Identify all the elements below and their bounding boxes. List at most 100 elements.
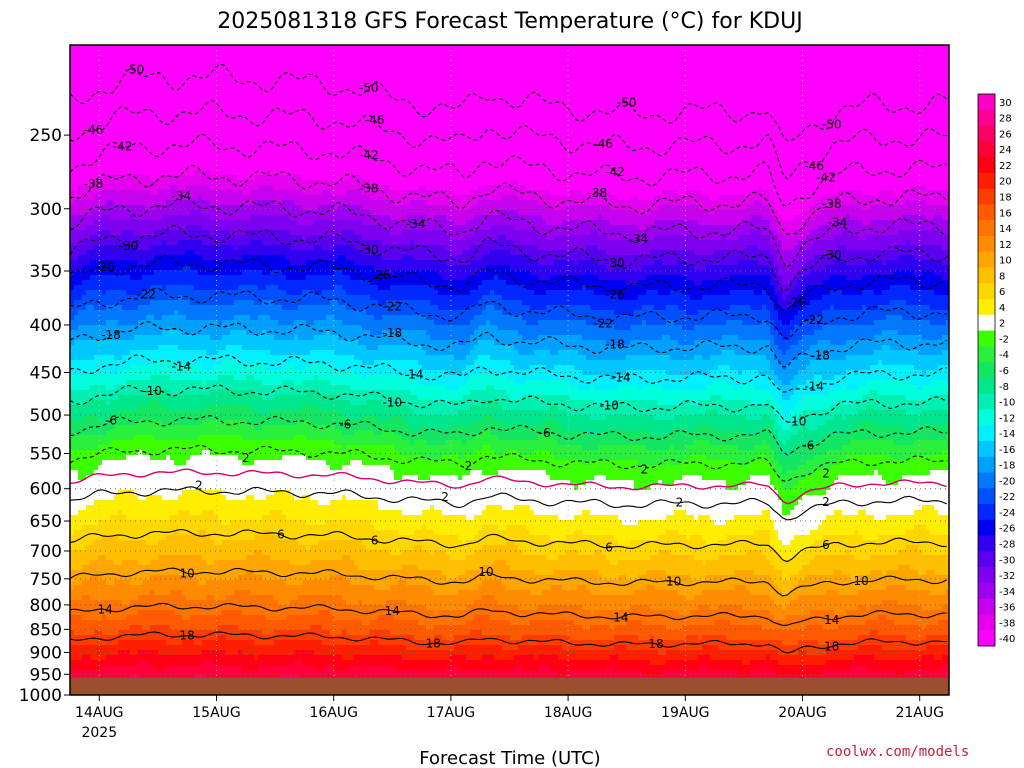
field-cell	[326, 205, 331, 221]
field-cell	[242, 420, 247, 441]
field-cell	[138, 250, 143, 266]
field-cell	[398, 270, 403, 286]
field-cell	[134, 455, 139, 496]
field-cell	[254, 190, 259, 201]
field-cell	[614, 360, 619, 376]
field-cell	[646, 660, 651, 676]
field-cell	[642, 230, 647, 241]
field-cell	[434, 445, 439, 461]
field-cell	[102, 325, 107, 341]
field-cell	[114, 620, 119, 636]
field-cell	[534, 425, 539, 441]
field-cell	[414, 515, 419, 531]
field-cell	[310, 260, 315, 276]
field-cell	[578, 415, 583, 431]
field-cell	[182, 315, 187, 336]
field-cell	[246, 270, 251, 286]
field-cell	[398, 580, 403, 601]
field-cell	[498, 470, 503, 506]
field-cell	[386, 530, 391, 551]
field-cell	[434, 230, 439, 246]
field-cell	[170, 245, 175, 256]
field-cell	[450, 280, 455, 296]
field-cell	[114, 565, 119, 581]
field-cell	[586, 570, 591, 591]
field-cell	[602, 430, 607, 446]
field-cell	[586, 325, 591, 341]
field-cell	[382, 510, 387, 531]
field-cell	[486, 355, 491, 376]
field-cell	[314, 500, 319, 526]
field-cell	[418, 185, 423, 201]
field-cell	[282, 620, 287, 631]
field-cell	[334, 655, 339, 671]
field-cell	[458, 385, 463, 401]
field-cell	[482, 240, 487, 256]
field-cell	[114, 190, 119, 206]
field-cell	[398, 330, 403, 346]
field-cell	[114, 340, 119, 361]
field-cell	[526, 555, 531, 571]
field-cell	[514, 525, 519, 546]
field-cell	[486, 445, 491, 476]
field-cell	[262, 460, 267, 501]
field-cell	[418, 415, 423, 431]
field-cell	[366, 280, 371, 296]
field-cell	[298, 640, 303, 651]
field-cell	[546, 385, 551, 396]
field-cell	[198, 645, 203, 656]
field-cell	[478, 600, 483, 616]
field-cell	[186, 395, 191, 411]
field-cell	[630, 325, 635, 341]
field-cell	[126, 490, 131, 521]
field-cell	[670, 320, 675, 341]
field-cell	[662, 450, 667, 466]
field-cell	[594, 205, 599, 221]
field-cell	[430, 190, 435, 206]
field-cell	[422, 550, 427, 571]
field-cell	[366, 430, 371, 446]
field-cell	[510, 450, 515, 471]
field-cell	[174, 175, 179, 186]
field-cell	[210, 405, 215, 421]
field-cell	[490, 200, 495, 216]
field-cell	[290, 280, 295, 296]
field-cell	[498, 660, 503, 671]
field-cell	[458, 460, 463, 481]
field-cell	[414, 455, 419, 476]
field-cell	[390, 300, 395, 316]
field-cell	[158, 595, 163, 611]
field-cell	[174, 285, 179, 301]
field-cell	[270, 460, 275, 496]
field-cell	[614, 635, 619, 646]
field-cell	[358, 620, 363, 636]
field-cell	[438, 245, 443, 261]
field-cell	[82, 580, 87, 596]
field-cell	[78, 660, 83, 671]
field-cell	[498, 560, 503, 581]
field-cell	[190, 380, 195, 396]
field-cell	[626, 660, 631, 671]
field-cell	[74, 375, 79, 391]
field-cell	[410, 660, 415, 671]
field-cell	[354, 605, 359, 621]
field-cell	[318, 220, 323, 236]
field-cell	[646, 340, 651, 356]
field-cell	[554, 420, 559, 441]
field-cell	[530, 45, 535, 191]
field-cell	[526, 395, 531, 411]
field-cell	[230, 290, 235, 306]
field-cell	[350, 445, 355, 461]
field-cell	[394, 300, 399, 316]
field-cell	[434, 660, 439, 671]
field-cell	[418, 215, 423, 231]
field-cell	[526, 45, 531, 191]
field-cell	[606, 445, 611, 461]
field-cell	[586, 510, 591, 536]
field-cell	[86, 280, 91, 291]
field-cell	[298, 650, 303, 661]
field-cell	[382, 430, 387, 446]
field-cell	[98, 580, 103, 601]
field-cell	[150, 390, 155, 401]
field-cell	[78, 550, 83, 571]
